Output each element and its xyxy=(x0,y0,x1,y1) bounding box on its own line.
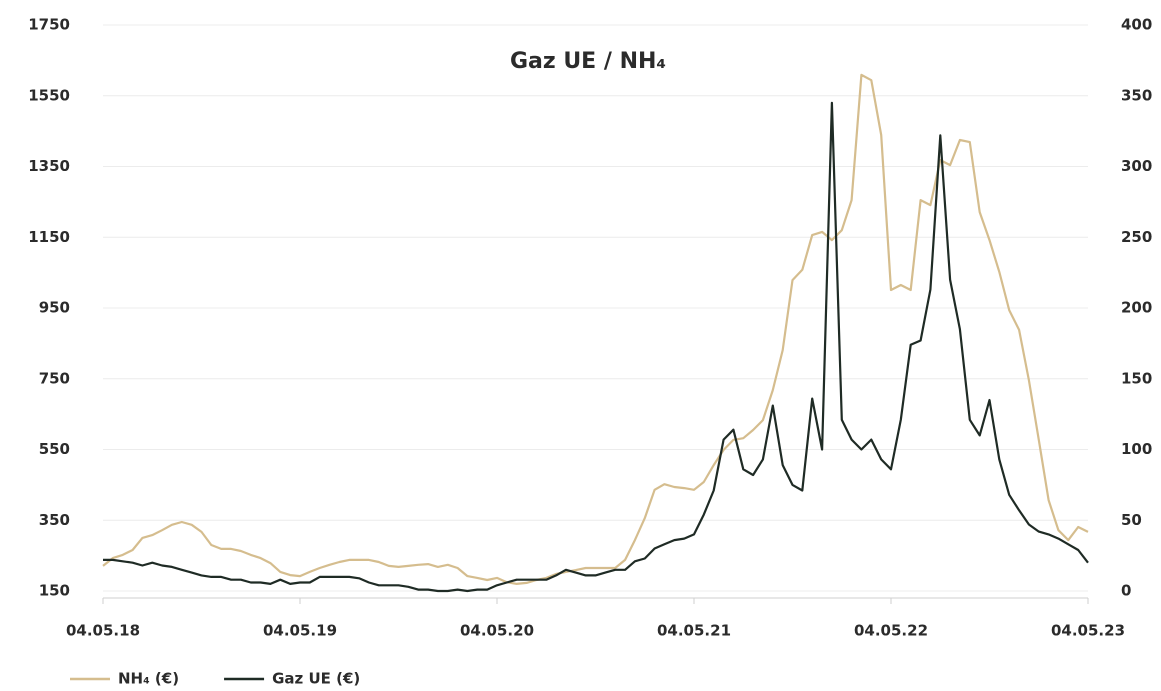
x-tick-label: 04.05.22 xyxy=(854,622,928,640)
y-tick-label: 550 xyxy=(39,440,70,458)
x-tick-label: 04.05.21 xyxy=(657,622,731,640)
series-line xyxy=(103,101,1089,593)
y2-tick-label: 250 xyxy=(1121,228,1152,246)
chart-title: Gaz UE / NH₄ xyxy=(510,49,666,74)
y2-tick-label: 400 xyxy=(1121,16,1152,34)
y-tick-label: 950 xyxy=(39,299,70,317)
y2-tick-label: 200 xyxy=(1121,299,1152,317)
legend-label: Gaz UE (€) xyxy=(272,670,360,688)
x-tick-label: 04.05.23 xyxy=(1051,622,1125,640)
y2-tick-label: 0 xyxy=(1121,582,1131,600)
y2-tick-label: 100 xyxy=(1121,440,1152,458)
x-tick-label: 04.05.19 xyxy=(263,622,337,640)
y-tick-label: 1550 xyxy=(28,86,70,104)
y-tick-label: 150 xyxy=(39,582,70,600)
y-tick-label: 1750 xyxy=(28,16,70,34)
y2-tick-label: 350 xyxy=(1121,86,1152,104)
y-tick-label: 1150 xyxy=(28,228,70,246)
y2-tick-label: 300 xyxy=(1121,157,1152,175)
x-tick-label: 04.05.18 xyxy=(66,622,140,640)
legend-label: NH₄ (€) xyxy=(118,670,179,688)
y-tick-label: 350 xyxy=(39,511,70,529)
series-line xyxy=(102,73,1089,585)
x-tick-label: 04.05.20 xyxy=(460,622,534,640)
y-tick-label: 1350 xyxy=(28,157,70,175)
y2-tick-label: 50 xyxy=(1121,511,1142,529)
y2-tick-label: 150 xyxy=(1121,369,1152,387)
y-tick-label: 750 xyxy=(39,369,70,387)
